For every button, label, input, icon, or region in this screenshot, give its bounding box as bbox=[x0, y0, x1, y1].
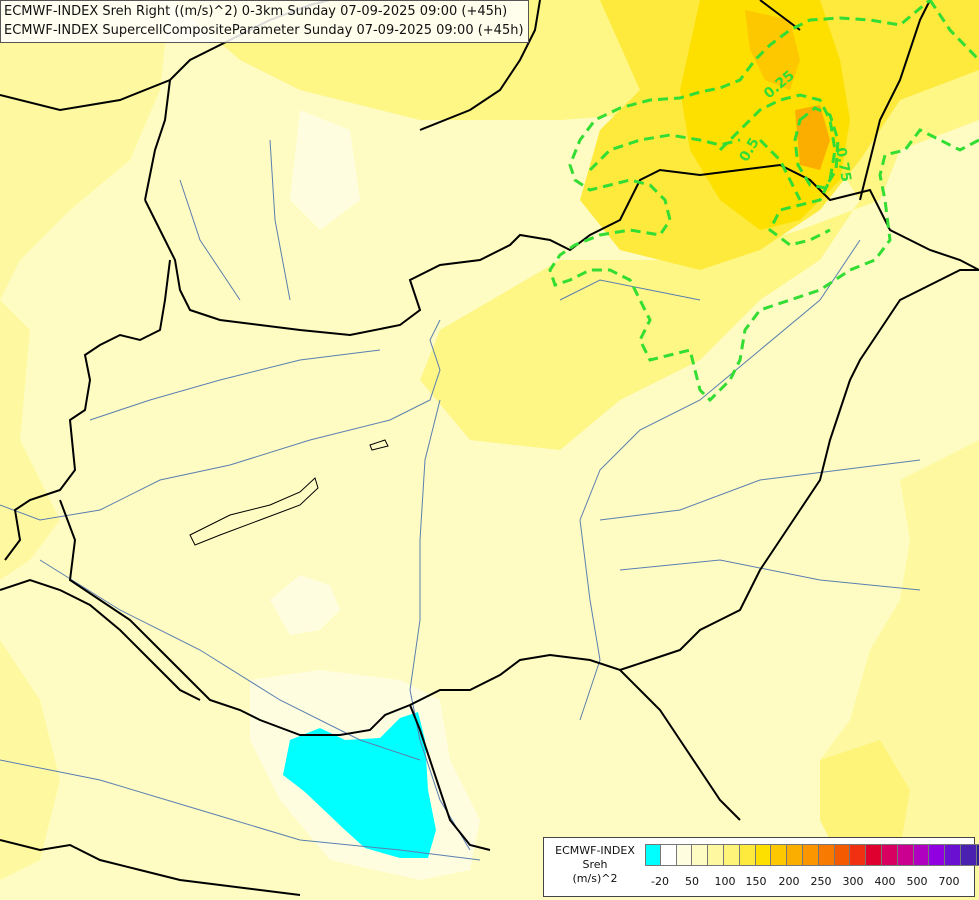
legend-title-unit: (m/s)^2 bbox=[572, 872, 618, 885]
border-slovakia bbox=[144, 163, 979, 337]
contour-05 bbox=[718, 93, 837, 247]
legend-swatch bbox=[945, 845, 961, 865]
river-danube-south bbox=[409, 399, 471, 851]
legend-swatch bbox=[897, 845, 914, 865]
shade-orange-2 bbox=[795, 105, 830, 170]
border-serbia bbox=[409, 704, 491, 851]
legend-swatch bbox=[692, 845, 709, 865]
legend-tick-label: 200 bbox=[778, 875, 800, 888]
legend-tick-label: 150 bbox=[745, 875, 767, 888]
legend-swatch bbox=[802, 845, 819, 865]
legend-swatch bbox=[850, 845, 867, 865]
river-sava bbox=[0, 759, 481, 861]
legend-swatch bbox=[834, 845, 851, 865]
legend-tick-label: 700 bbox=[938, 875, 960, 888]
river-north-2 bbox=[179, 179, 241, 301]
legend-swatch bbox=[818, 845, 835, 865]
shade-cyan bbox=[283, 712, 436, 858]
legend-swatch bbox=[913, 845, 930, 865]
legend-swatch bbox=[708, 845, 724, 865]
river-tisza bbox=[579, 239, 861, 521]
legend-swatch bbox=[660, 845, 677, 865]
legend-tick-label: 500 bbox=[906, 875, 928, 888]
legend-swatches bbox=[645, 844, 979, 866]
map-title-box: ECMWF-INDEX Sreh Right ((m/s)^2) 0-3km S… bbox=[0, 0, 529, 43]
title-line-sreh: ECMWF-INDEX Sreh Right ((m/s)^2) 0-3km S… bbox=[4, 4, 508, 19]
legend-swatch bbox=[866, 845, 882, 865]
lake-balaton bbox=[189, 477, 319, 546]
legend-swatch bbox=[881, 845, 898, 865]
legend-swatch bbox=[645, 845, 661, 865]
legend-swatch bbox=[960, 845, 977, 865]
legend-tick-label: 400 bbox=[874, 875, 896, 888]
shade-white-3 bbox=[290, 110, 360, 230]
legend-tick-label: 50 bbox=[685, 875, 699, 888]
river-danube bbox=[0, 319, 441, 521]
river-drava bbox=[39, 559, 421, 761]
lakes bbox=[189, 439, 389, 546]
legend-tick-label: -20 bbox=[651, 875, 669, 888]
legend-swatch bbox=[771, 845, 788, 865]
legend-swatch bbox=[976, 845, 979, 865]
border-north-top bbox=[759, 0, 801, 31]
border-romania-serbia bbox=[619, 669, 741, 821]
legend-swatch bbox=[739, 845, 756, 865]
legend-title-model: ECMWF-INDEX bbox=[555, 844, 635, 857]
shade-southwest bbox=[0, 640, 60, 880]
scp-contours bbox=[548, 0, 979, 403]
legend-swatch bbox=[787, 845, 803, 865]
river-tisza-south bbox=[579, 519, 601, 721]
legend-tick-label: 250 bbox=[810, 875, 832, 888]
river-east-1 bbox=[599, 459, 921, 521]
contour-025 bbox=[548, 0, 979, 403]
contour-label-075: 0.75 bbox=[832, 146, 854, 183]
border-west bbox=[4, 259, 171, 561]
legend-swatch bbox=[929, 845, 946, 865]
river-northeast bbox=[559, 279, 701, 301]
lake-small bbox=[369, 439, 389, 451]
shade-white-1 bbox=[270, 575, 340, 635]
legend-swatch bbox=[676, 845, 693, 865]
contour-05-b bbox=[758, 138, 802, 201]
border-croatia bbox=[0, 578, 201, 701]
river-east-2 bbox=[619, 559, 921, 591]
border-west-austria bbox=[144, 79, 171, 201]
shade-orange-1 bbox=[745, 10, 800, 90]
color-legend: ECMWF-INDEX Sreh (m/s)^2 -20 50 100 150 200 2… bbox=[543, 837, 979, 897]
legend-tick-label: 100 bbox=[714, 875, 736, 888]
border-east-ukraine bbox=[859, 0, 931, 201]
river-north-1 bbox=[269, 139, 291, 301]
legend-title: ECMWF-INDEX Sreh (m/s)^2 bbox=[548, 844, 642, 886]
river-west-1 bbox=[89, 349, 381, 421]
legend-title-param: Sreh bbox=[582, 858, 608, 871]
legend-swatch bbox=[755, 845, 772, 865]
border-hungary-south bbox=[59, 269, 979, 736]
shade-west bbox=[0, 0, 170, 300]
border-bosnia bbox=[0, 839, 301, 896]
title-line-scp: ECMWF-INDEX SupercellCompositeParameter … bbox=[4, 23, 524, 38]
rivers bbox=[0, 139, 921, 861]
legend-swatch bbox=[723, 845, 740, 865]
legend-tick-label: 300 bbox=[842, 875, 864, 888]
contour-075 bbox=[793, 106, 840, 190]
border-north-2 bbox=[419, 0, 541, 131]
